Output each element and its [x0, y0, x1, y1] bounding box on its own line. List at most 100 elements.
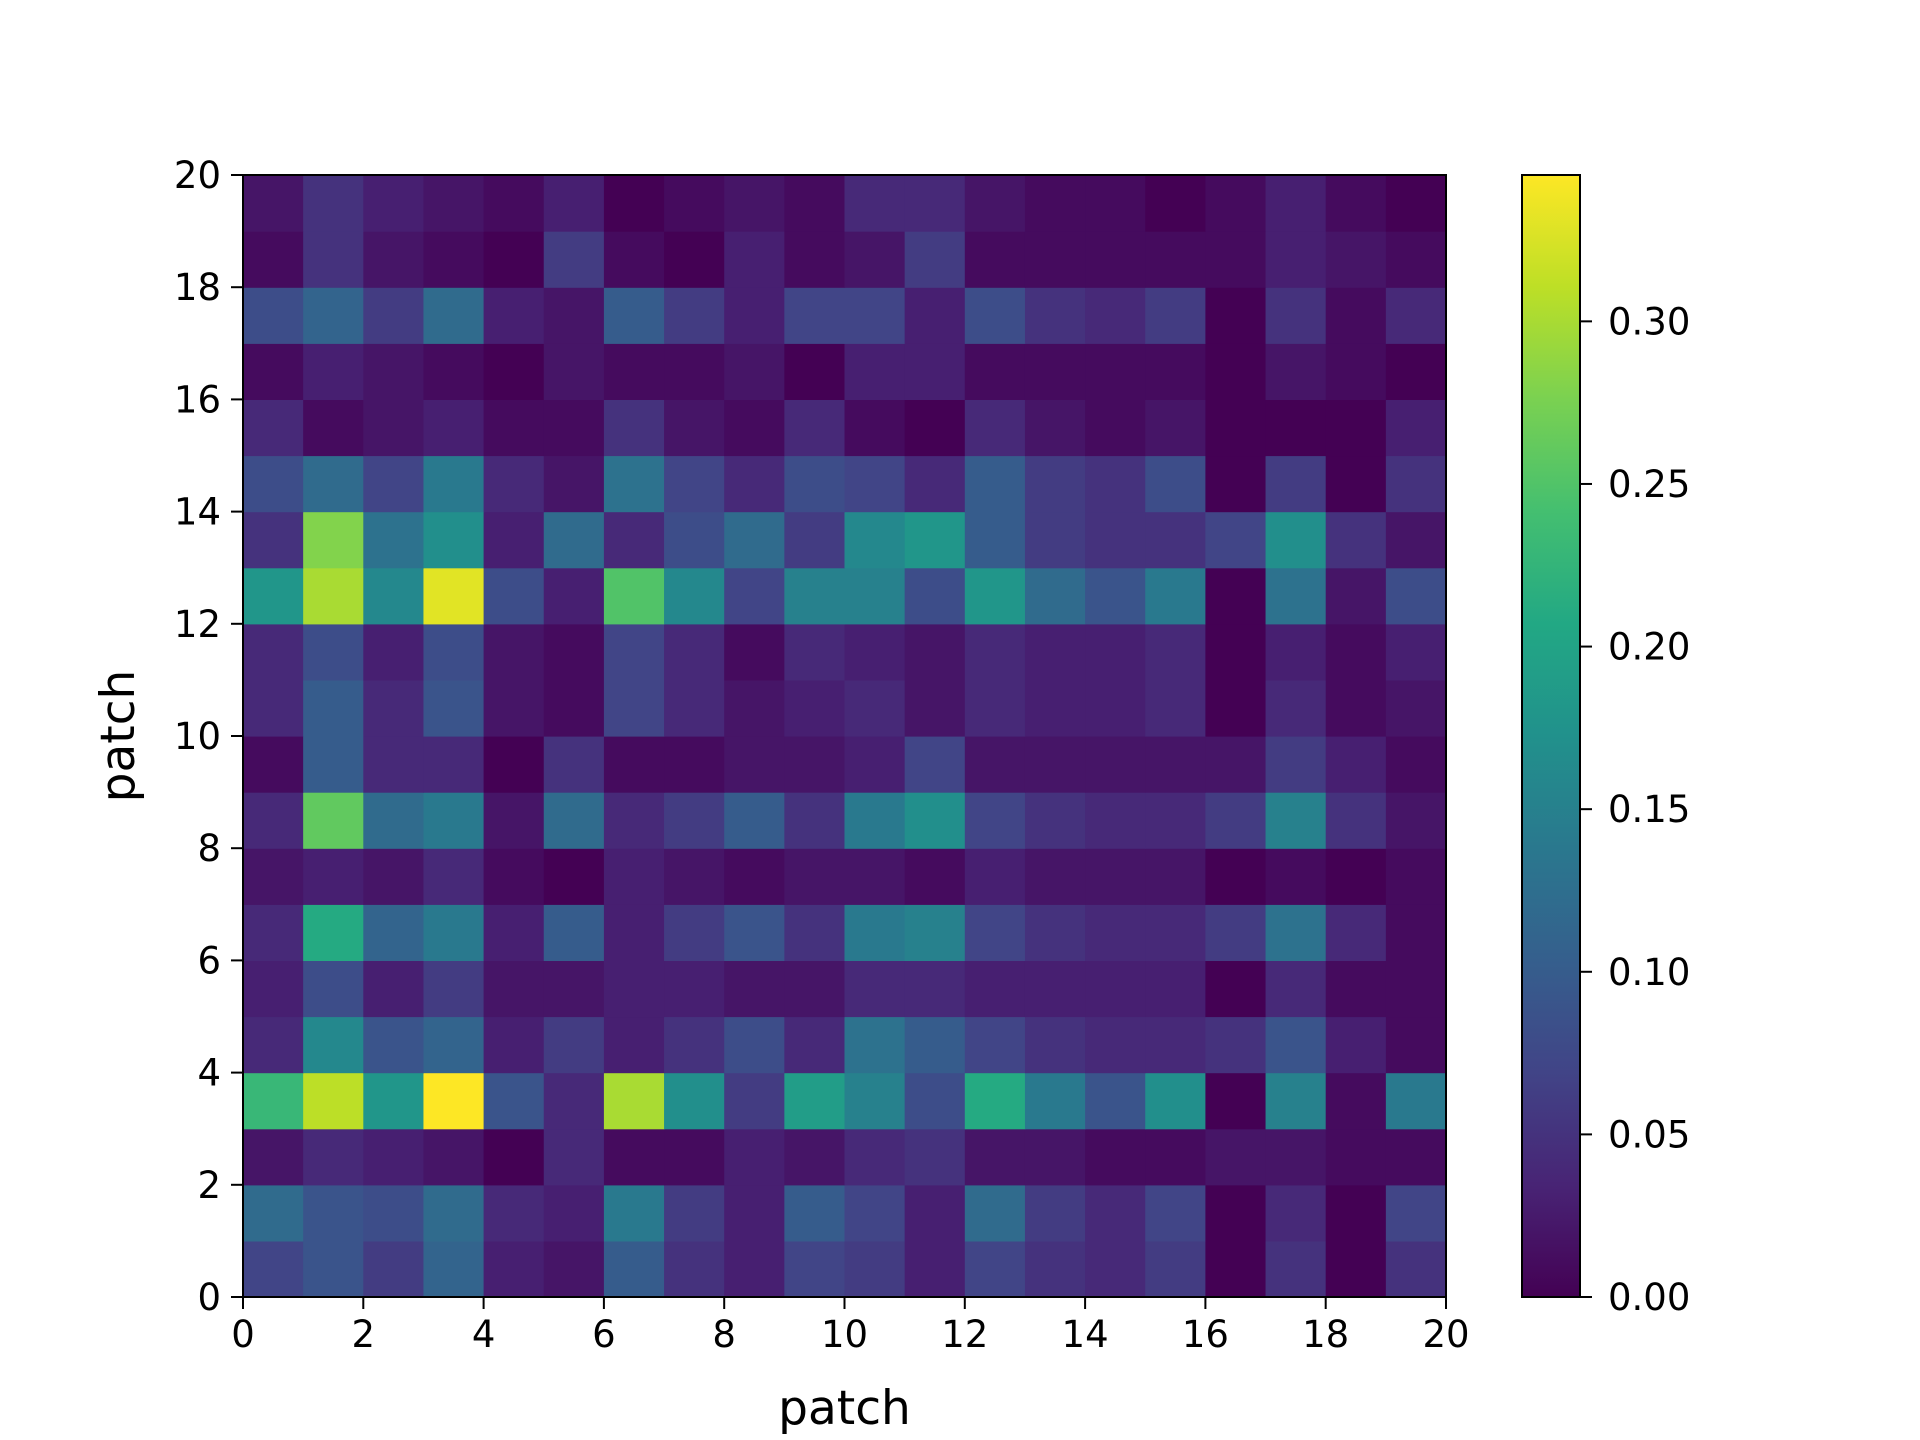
y-tick-label: 0: [197, 1276, 221, 1319]
heatmap-cell: [303, 848, 364, 905]
heatmap-cell: [904, 623, 966, 681]
heatmap-cell: [543, 1072, 605, 1130]
heatmap-cell: [784, 960, 846, 1018]
heatmap-cell: [1205, 904, 1267, 961]
heatmap-cell: [1024, 623, 1086, 681]
heatmap-cell: [1325, 960, 1387, 1018]
heatmap-cell: [303, 175, 364, 232]
heatmap-cell: [1085, 960, 1146, 1018]
heatmap-cell: [1024, 848, 1086, 905]
heatmap-cell: [1024, 287, 1086, 344]
heatmap-cell: [303, 1240, 364, 1298]
x-tick-label: 8: [712, 1313, 736, 1356]
heatmap-cell: [1325, 792, 1387, 849]
heatmap-cell: [483, 343, 545, 400]
heatmap-cell: [1145, 511, 1206, 569]
heatmap-cell: [844, 567, 906, 625]
y-tick-label: 4: [197, 1052, 221, 1095]
heatmap-cell: [844, 231, 906, 288]
y-tick-label: 10: [174, 715, 221, 758]
heatmap-cell: [243, 960, 304, 1018]
heatmap-cell: [724, 736, 785, 793]
heatmap-cell: [1205, 1128, 1267, 1186]
heatmap-cell: [724, 960, 785, 1018]
heatmap-cell: [784, 455, 846, 513]
heatmap-cell: [904, 904, 966, 961]
heatmap-cell: [784, 679, 846, 737]
heatmap-cell: [303, 399, 364, 457]
x-tick-label: 2: [352, 1313, 376, 1356]
heatmap-cell: [724, 1072, 785, 1130]
heatmap-cell: [1325, 736, 1387, 793]
heatmap-cell: [1385, 736, 1447, 793]
heatmap-cell: [784, 1240, 846, 1298]
heatmap-cell: [543, 1128, 605, 1186]
colorbar-ticks: 0.00 0.05 0.10 0.15 0.20 0.25 0.30: [1580, 300, 1690, 1319]
heatmap-cell: [363, 960, 425, 1018]
heatmap-cell: [423, 904, 485, 961]
heatmap-cell: [724, 1240, 785, 1298]
heatmap-cell: [664, 1016, 725, 1074]
heatmap-cell: [603, 399, 665, 457]
heatmap-cell: [844, 792, 906, 849]
heatmap-cell: [784, 623, 846, 681]
heatmap-cell: [1325, 904, 1387, 961]
heatmap-cell: [1385, 960, 1447, 1018]
heatmap-cell: [904, 511, 966, 569]
heatmap-cell: [1325, 399, 1387, 457]
x-tick-label: 6: [592, 1313, 616, 1356]
colorbar-tick-label: 0.20: [1608, 626, 1690, 669]
heatmap-cell: [1265, 567, 1327, 625]
heatmap-cell: [724, 399, 785, 457]
heatmap-cell: [1145, 623, 1206, 681]
heatmap-cell: [964, 736, 1026, 793]
heatmap-cell: [303, 343, 364, 400]
heatmap-cell: [1085, 1184, 1146, 1242]
heatmap-cell: [1265, 960, 1327, 1018]
x-tick-label: 16: [1182, 1313, 1229, 1356]
heatmap-cell: [543, 1240, 605, 1298]
heatmap-cell: [1325, 1184, 1387, 1242]
heatmap-cell: [1145, 736, 1206, 793]
heatmap-cell: [603, 455, 665, 513]
heatmap-cell: [844, 1240, 906, 1298]
heatmap-cell: [243, 287, 304, 344]
heatmap-cell: [1265, 231, 1327, 288]
heatmap-cell: [603, 1072, 665, 1130]
heatmap-cell: [724, 175, 785, 232]
heatmap-cell: [784, 848, 846, 905]
heatmap-cell: [1325, 1072, 1387, 1130]
heatmap-cell: [964, 399, 1026, 457]
heatmap-cell: [1385, 511, 1447, 569]
heatmap-cell: [1265, 1184, 1327, 1242]
heatmap-cell: [724, 904, 785, 961]
heatmap-cell: [483, 623, 545, 681]
heatmap-cell: [1265, 287, 1327, 344]
heatmap-cell: [1085, 848, 1146, 905]
heatmap-cell: [1024, 343, 1086, 400]
heatmap-cell: [543, 1184, 605, 1242]
heatmap-cell: [904, 960, 966, 1018]
heatmap-cell: [1385, 231, 1447, 288]
heatmap-cell: [303, 792, 364, 849]
heatmap-cell: [724, 792, 785, 849]
heatmap-cell: [1265, 736, 1327, 793]
heatmap-cell: [1385, 623, 1447, 681]
heatmap-cell: [1385, 1184, 1447, 1242]
heatmap-cell: [543, 792, 605, 849]
x-tick-label: 10: [821, 1313, 868, 1356]
heatmap-cell: [904, 1184, 966, 1242]
heatmap-cell: [1085, 287, 1146, 344]
y-tick-label: 14: [174, 491, 221, 534]
x-tick-label: 4: [472, 1313, 496, 1356]
heatmap-cell: [363, 736, 425, 793]
heatmap-cell: [243, 455, 304, 513]
heatmap-cell: [1385, 848, 1447, 905]
x-tick-label: 14: [1062, 1313, 1109, 1356]
heatmap-cell: [1325, 1240, 1387, 1298]
heatmap-cell: [784, 567, 846, 625]
heatmap-cell: [603, 623, 665, 681]
heatmap-cell: [243, 175, 304, 232]
heatmap-cell: [1145, 231, 1206, 288]
heatmap-cell: [1265, 1128, 1327, 1186]
